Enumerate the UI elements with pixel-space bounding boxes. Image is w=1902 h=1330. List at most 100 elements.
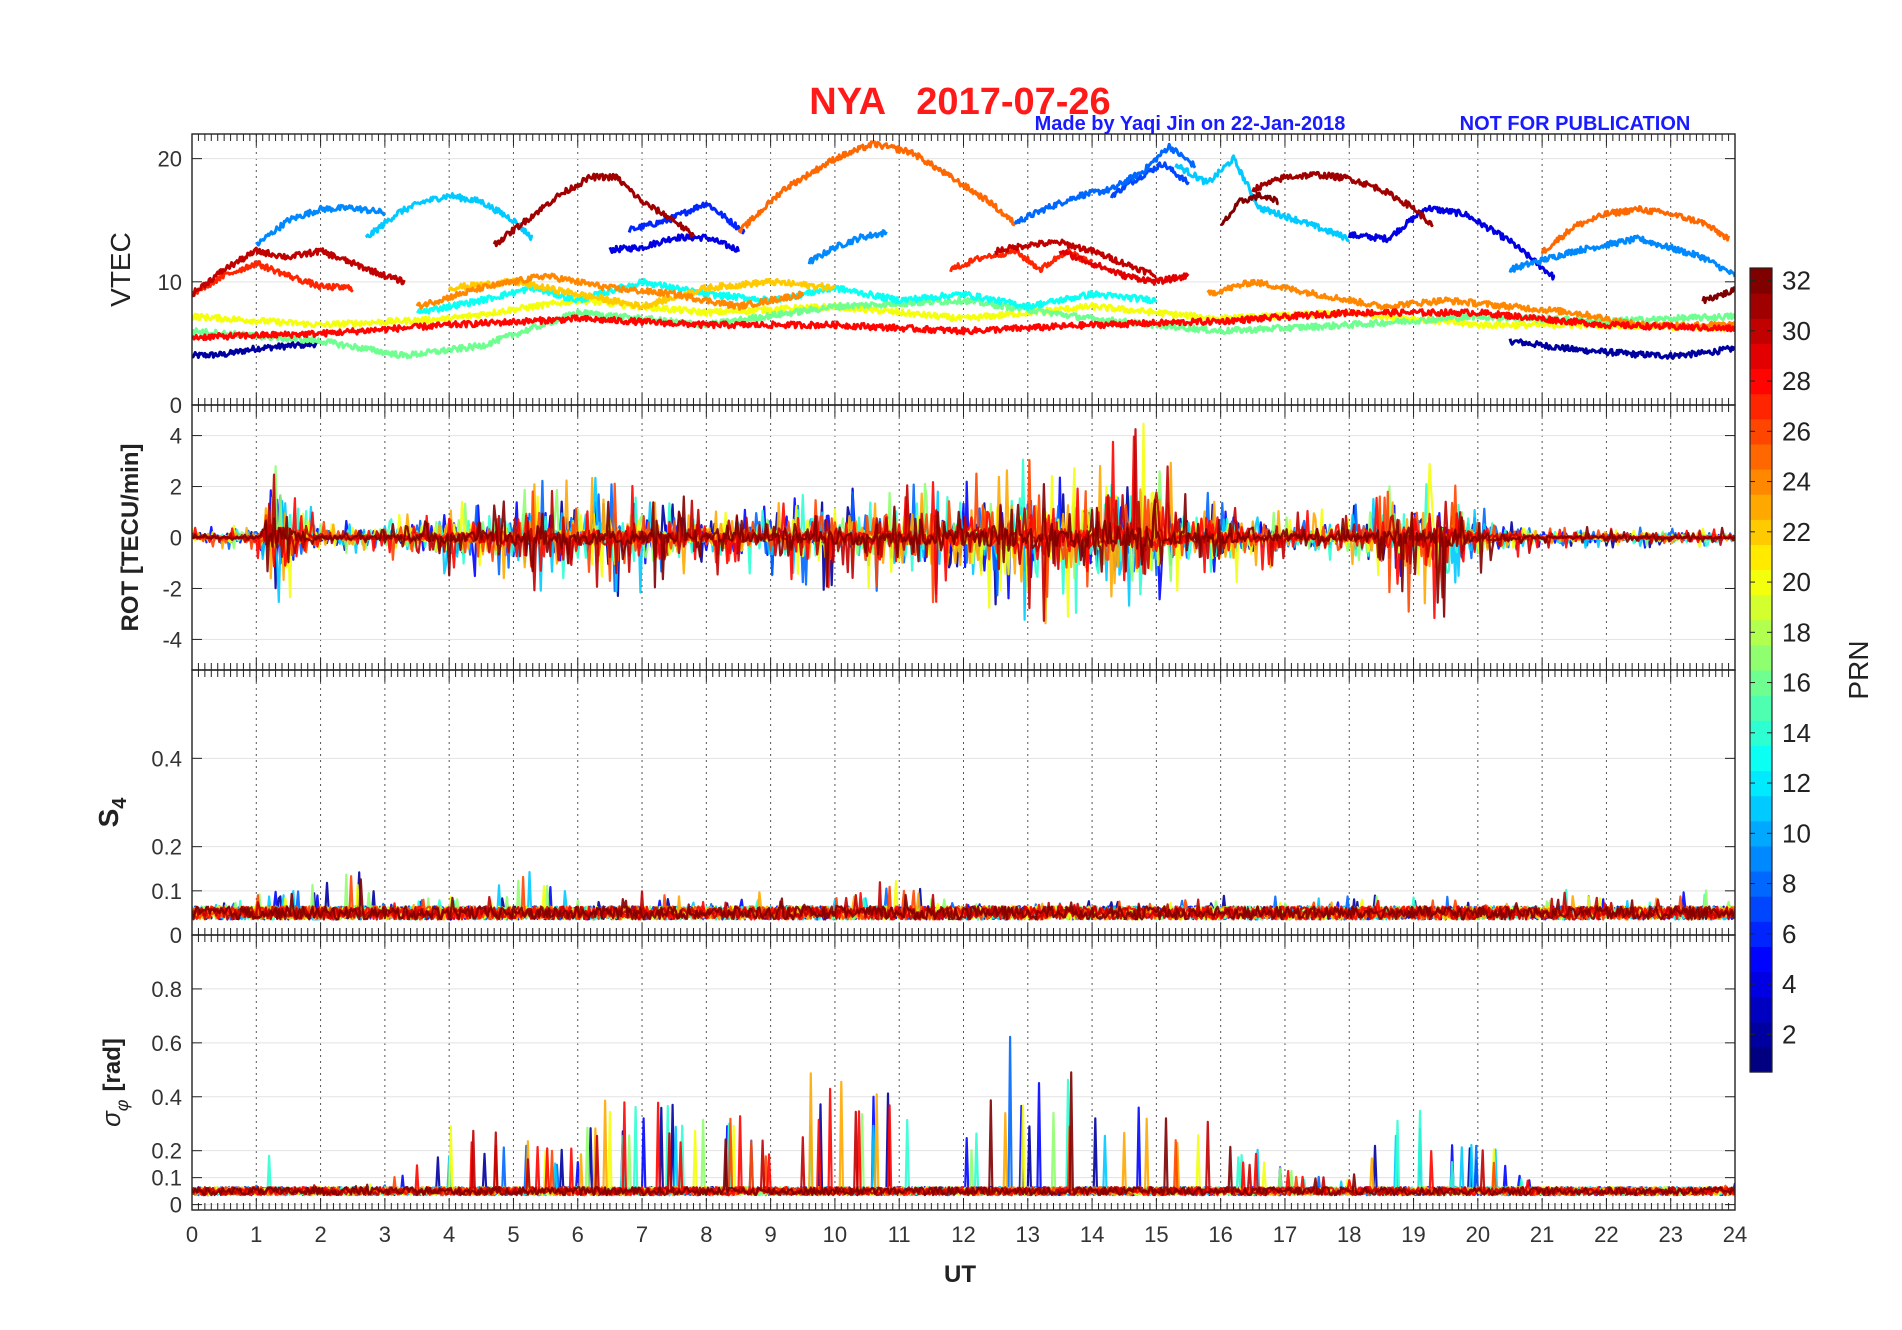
x-tick-label: 9: [765, 1222, 777, 1247]
x-tick-label: 4: [443, 1222, 455, 1247]
y-tick-label: 0: [170, 526, 182, 551]
panel-rot-data: [192, 422, 1735, 625]
colorbar-swatch-prn-28: [1750, 368, 1772, 395]
colorbar-tick-label: 18: [1782, 617, 1811, 647]
x-tick-label: 20: [1466, 1222, 1490, 1247]
vtec-trace-prn-25: [737, 140, 1016, 234]
vtec-trace-prn-24: [415, 272, 805, 311]
y-tick-label: 0.4: [151, 746, 182, 771]
colorbar-swatch-prn-22: [1750, 519, 1772, 545]
sigma_phi-trace-prn-32: [192, 1071, 1735, 1197]
colorbar-swatch-prn-1: [1750, 1046, 1772, 1073]
panel-sigma_phi-data: [192, 1035, 1735, 1197]
panel-vtec-frame: [191, 133, 1736, 406]
y-tick-label: 0.1: [151, 1166, 182, 1191]
x-axis-label: UT: [944, 1261, 976, 1288]
y-tick-label: 0.2: [151, 835, 182, 860]
y-axis-label: σφ [rad]: [96, 1038, 132, 1127]
colorbar-tick-label: 20: [1782, 567, 1811, 597]
notice-text: NOT FOR PUBLICATION: [1460, 113, 1691, 135]
y-tick-label: 10: [158, 270, 182, 295]
y-tick-label: -2: [162, 576, 182, 601]
x-tick-label: 15: [1144, 1222, 1168, 1247]
vtec-trace-prn-4: [1347, 204, 1556, 281]
y-tick-label: 4: [170, 424, 182, 449]
colorbar-swatch-prn-2: [1750, 1021, 1772, 1048]
vtec-trace-prn-27: [192, 260, 354, 298]
y-axis-label-unit: [rad]: [99, 1038, 126, 1091]
colorbar-swatch-prn-24: [1750, 469, 1772, 495]
y-axis-label: S4: [93, 797, 131, 828]
x-tick-label: 3: [379, 1222, 391, 1247]
vtec-trace-prn-32: [1701, 286, 1735, 305]
chart-title: NYA 2017-07-26: [809, 81, 1110, 123]
colorbar-swatch-prn-32: [1750, 268, 1772, 294]
colorbar-swatch-prn-18: [1750, 619, 1772, 646]
colorbar-swatch-prn-4: [1750, 971, 1772, 998]
y-tick-label: 0.2: [151, 1139, 182, 1164]
vtec-trace-prn-22: [447, 277, 837, 311]
colorbar-tick-label: 32: [1782, 266, 1811, 296]
vtec-trace-prn-2: [1508, 338, 1735, 360]
vtec-trace-prn-9: [1508, 234, 1735, 278]
y-tick-label: 0.8: [151, 977, 182, 1002]
rot-trace-prn-32: [192, 483, 1735, 618]
colorbar-swatch-prn-10: [1750, 820, 1772, 847]
y-tick-label: 20: [158, 147, 182, 172]
s4-trace-prn-32: [192, 878, 1735, 921]
vtec-trace-prn-8: [1013, 142, 1197, 226]
vtec-trace-prn-25: [1540, 205, 1731, 255]
x-tick-label: 13: [1016, 1222, 1040, 1247]
x-tick-label: 6: [572, 1222, 584, 1247]
x-tick-label: 24: [1723, 1222, 1747, 1247]
y-axis-label-sub: 4: [109, 797, 131, 809]
x-tick-label: 21: [1530, 1222, 1554, 1247]
colorbar-swatch-prn-30: [1750, 318, 1772, 344]
x-tick-label: 17: [1273, 1222, 1297, 1247]
y-tick-label: 0: [170, 1193, 182, 1218]
colorbar-tick-label: 16: [1782, 668, 1811, 698]
y-tick-label: 0: [170, 923, 182, 948]
colorbar-swatch-prn-29: [1750, 343, 1772, 370]
colorbar-frame: [1749, 267, 1773, 1073]
y-tick-label: 0: [170, 393, 182, 418]
colorbar-swatch-prn-12: [1750, 770, 1772, 797]
colorbar-tick-label: 6: [1782, 919, 1796, 949]
colorbar-tick-label: 26: [1782, 416, 1811, 446]
x-tick-label: 7: [636, 1222, 648, 1247]
colorbar-tick-label: 14: [1782, 718, 1811, 748]
x-tick-label: 18: [1337, 1222, 1361, 1247]
vtec-trace-prn-9: [255, 204, 387, 247]
colorbar-swatch-prn-6: [1750, 921, 1772, 947]
colorbar-tick-label: 30: [1782, 316, 1811, 346]
colorbar-swatch-prn-31: [1750, 293, 1772, 319]
colorbar-tick-label: 8: [1782, 869, 1796, 899]
colorbar-swatch-prn-17: [1750, 644, 1772, 671]
colorbar-tick-label: 12: [1782, 768, 1811, 798]
colorbar-swatch-prn-16: [1750, 670, 1772, 696]
vtec-trace-prn-6: [627, 201, 746, 235]
colorbar-swatch-prn-13: [1750, 745, 1772, 772]
colorbar-tick-label: 28: [1782, 366, 1811, 396]
colorbar-swatch-prn-3: [1750, 996, 1772, 1023]
x-tick-label: 11: [888, 1222, 911, 1247]
y-tick-label: -4: [162, 627, 182, 652]
panel-vtec: 0 10 20 VTEC: [105, 133, 1736, 418]
colorbar-swatch-prn-20: [1750, 569, 1772, 596]
colorbar-swatch-prn-21: [1750, 544, 1772, 571]
x-tick-label: 23: [1658, 1222, 1682, 1247]
y-axis-label-main: σ: [96, 1110, 126, 1127]
x-tick-label: 5: [507, 1222, 519, 1247]
colorbar-swatch-prn-23: [1750, 494, 1772, 520]
colorbar-swatch-prn-27: [1750, 393, 1772, 420]
x-tick-label: 19: [1401, 1222, 1425, 1247]
x-tick-label: 22: [1594, 1222, 1618, 1247]
panel-s4-data: [192, 870, 1735, 921]
vtec-trace-prn-9: [807, 229, 888, 265]
y-tick-label: 0.6: [151, 1031, 182, 1056]
y-tick-label: 0.4: [151, 1085, 182, 1110]
x-tick-label: 1: [250, 1222, 262, 1247]
colorbar-tick-label: 4: [1782, 969, 1796, 999]
